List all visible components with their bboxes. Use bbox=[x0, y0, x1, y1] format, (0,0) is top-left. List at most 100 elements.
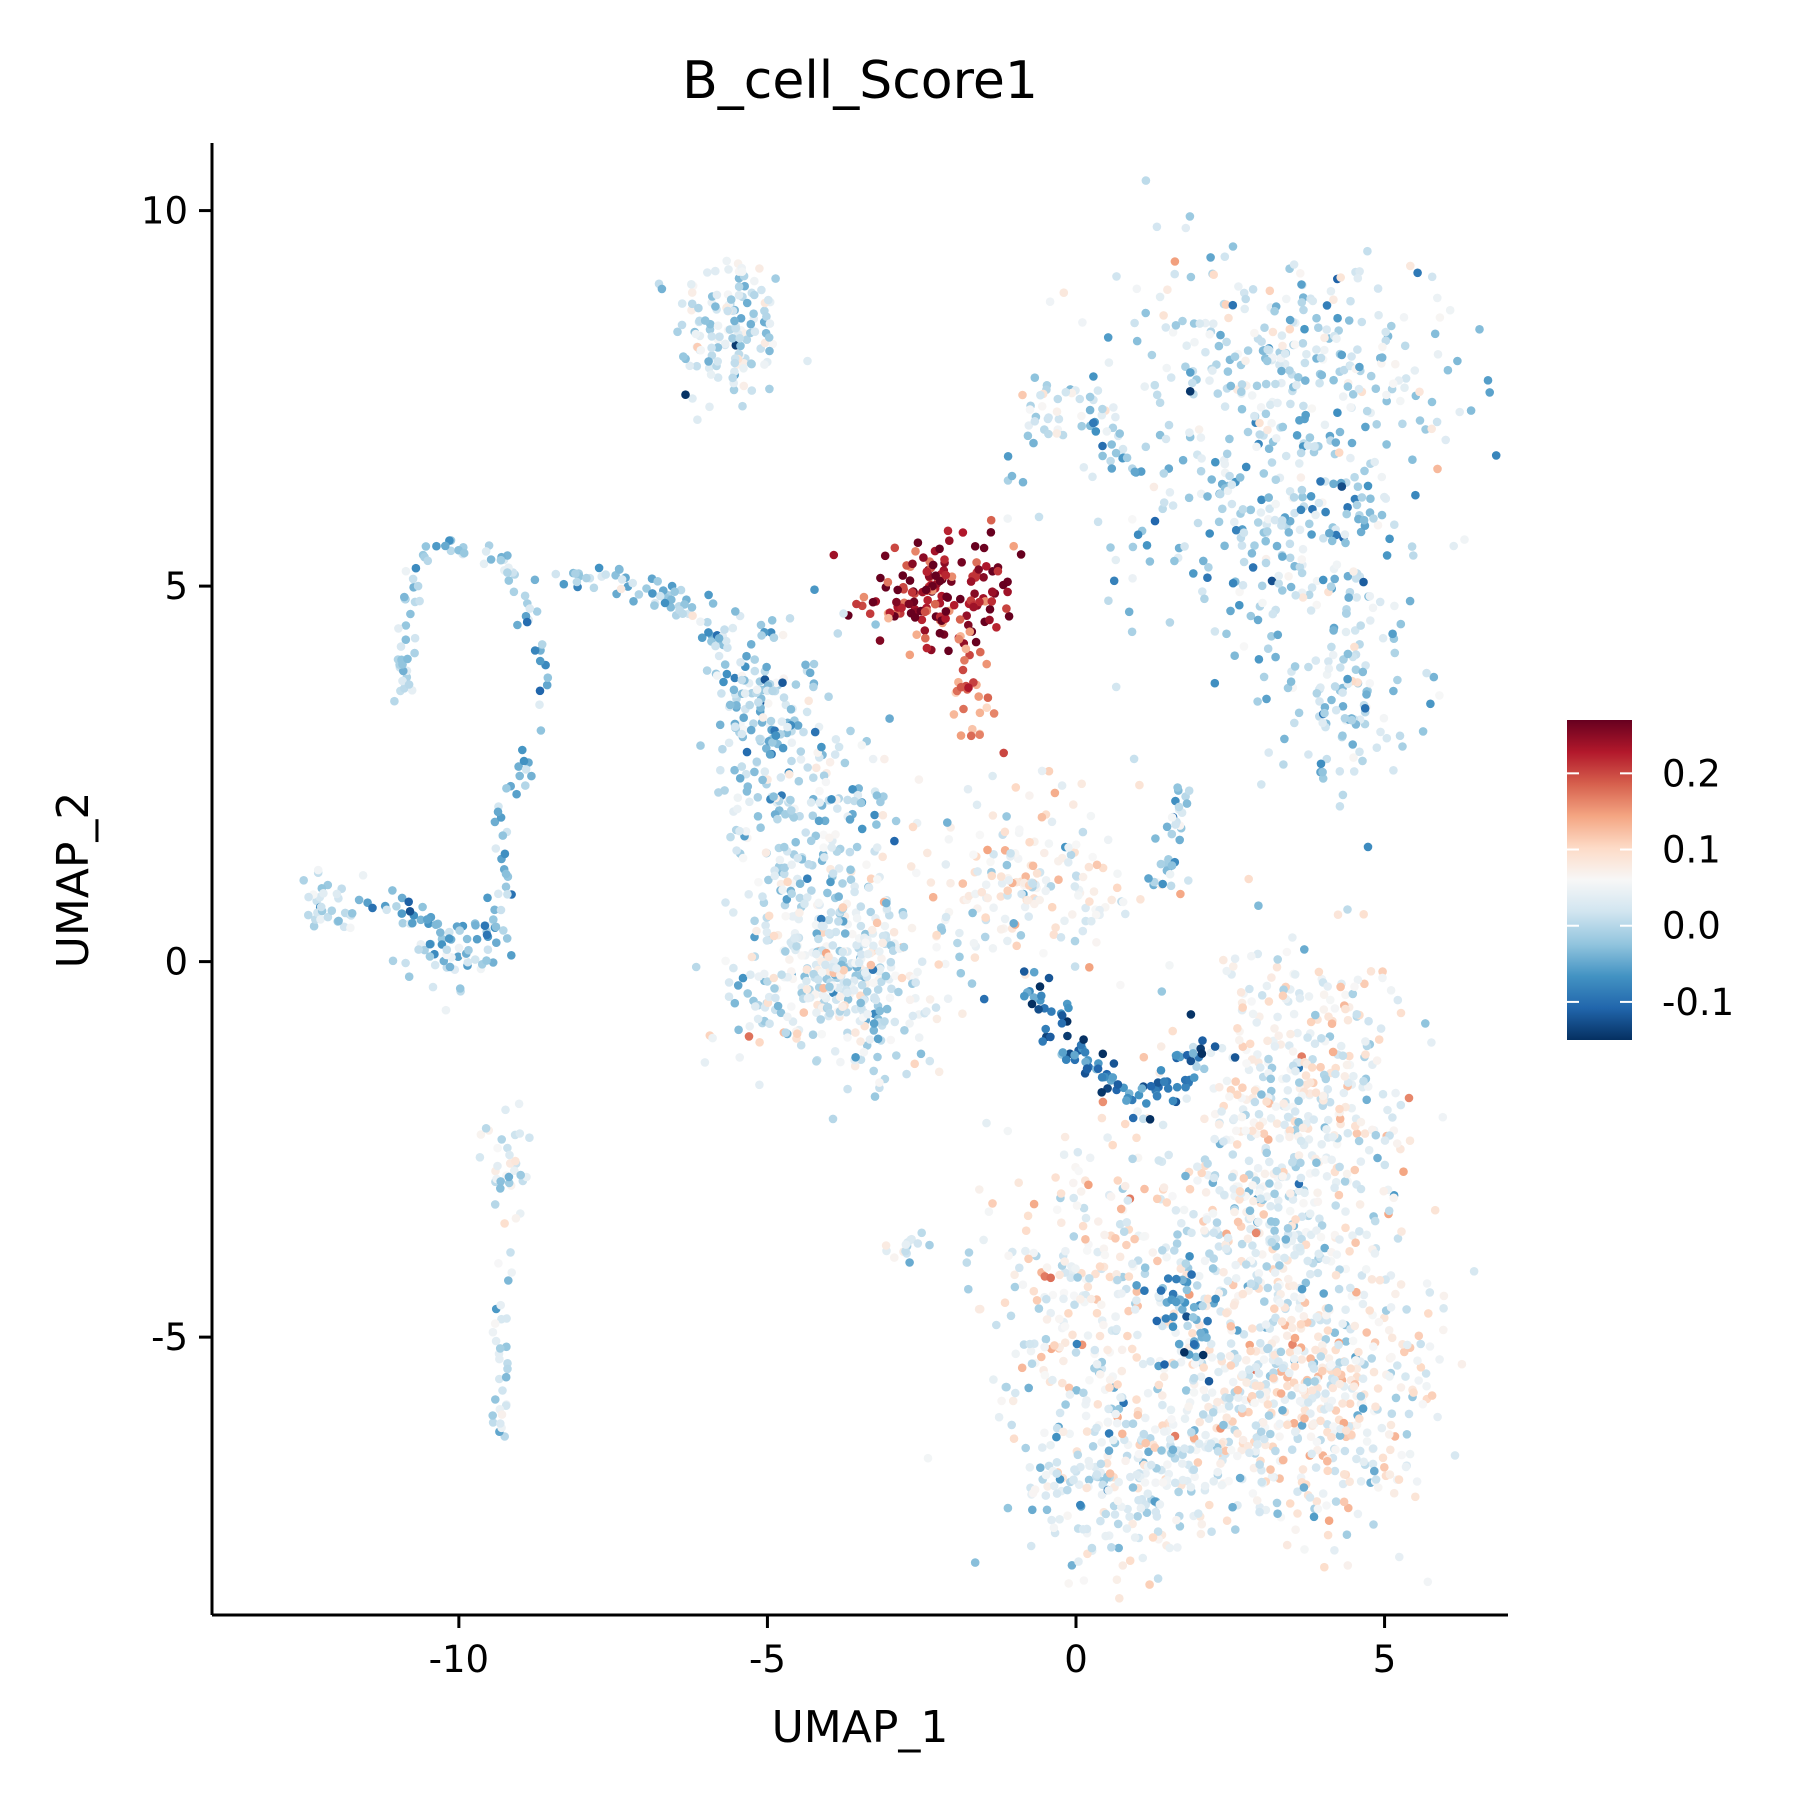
scatter-point bbox=[863, 949, 873, 959]
scatter-point bbox=[1120, 1119, 1130, 1129]
scatter-point bbox=[1155, 1500, 1165, 1509]
scatter-point bbox=[1165, 1543, 1174, 1553]
scatter-point bbox=[1286, 1029, 1295, 1039]
scatter-point bbox=[1397, 1450, 1406, 1460]
scatter-point bbox=[1193, 1162, 1202, 1171]
scatter-point bbox=[799, 1008, 809, 1017]
scatter-point bbox=[1370, 1249, 1380, 1258]
scatter-point bbox=[1085, 1153, 1095, 1163]
scatter-point bbox=[1329, 1422, 1338, 1431]
scatter-point bbox=[1258, 1250, 1267, 1259]
scatter-point bbox=[1208, 366, 1217, 375]
scatter-point bbox=[1321, 1389, 1330, 1398]
scatter-point bbox=[728, 623, 738, 633]
scatter-point bbox=[1319, 534, 1328, 543]
scatter-point bbox=[1327, 1155, 1336, 1165]
scatter-point bbox=[1365, 591, 1375, 601]
scatter-point bbox=[839, 965, 848, 975]
scatter-point bbox=[634, 590, 644, 599]
scatter-point bbox=[1159, 498, 1169, 507]
scatter-point bbox=[1319, 1289, 1328, 1298]
scatter-point bbox=[792, 942, 801, 951]
scatter-point bbox=[876, 797, 885, 807]
scatter-point bbox=[1264, 493, 1273, 502]
scatter-point bbox=[872, 918, 882, 928]
scatter-point bbox=[1334, 1190, 1344, 1200]
scatter-point bbox=[1250, 1398, 1259, 1408]
scatter-point bbox=[1245, 1448, 1254, 1458]
scatter-point bbox=[1303, 1377, 1312, 1387]
scatter-point bbox=[688, 611, 697, 620]
scatter-point bbox=[1338, 1051, 1348, 1060]
scatter-point bbox=[1223, 367, 1233, 376]
scatter-point bbox=[1350, 642, 1359, 652]
scatter-point bbox=[1044, 973, 1054, 983]
scatter-point bbox=[519, 756, 529, 766]
scatter-point bbox=[1307, 1386, 1317, 1395]
scatter-point bbox=[316, 915, 325, 924]
scatter-point bbox=[442, 945, 452, 954]
scatter-point bbox=[1290, 1427, 1300, 1437]
scatter-point bbox=[1136, 467, 1146, 476]
scatter-point bbox=[1330, 1328, 1340, 1337]
scatter-point bbox=[1274, 1196, 1283, 1205]
scatter-point bbox=[702, 666, 712, 675]
scatter-point bbox=[1315, 378, 1324, 388]
scatter-point bbox=[1231, 525, 1241, 535]
scatter-point bbox=[1197, 1049, 1207, 1058]
scatter-point bbox=[1036, 390, 1045, 400]
scatter-point bbox=[819, 843, 828, 852]
scatter-point bbox=[928, 560, 938, 570]
scatter-point bbox=[494, 889, 503, 899]
scatter-point bbox=[979, 1235, 988, 1245]
scatter-point bbox=[1070, 882, 1080, 891]
scatter-point bbox=[1192, 1281, 1202, 1290]
scatter-point bbox=[1239, 642, 1249, 651]
scatter-point bbox=[804, 859, 813, 869]
scatter-point bbox=[1335, 1162, 1344, 1172]
scatter-point bbox=[1320, 345, 1329, 355]
scatter-point bbox=[1159, 1372, 1169, 1382]
scatter-point bbox=[746, 970, 755, 979]
scatter-point bbox=[1059, 1150, 1069, 1159]
scatter-point bbox=[917, 957, 927, 966]
scatter-point bbox=[1405, 1449, 1415, 1459]
scatter-point bbox=[1102, 427, 1112, 436]
scatter-point bbox=[1085, 405, 1095, 415]
scatter-point bbox=[1130, 467, 1140, 477]
scatter-point bbox=[1152, 390, 1162, 400]
scatter-point bbox=[530, 646, 540, 655]
scatter-point bbox=[1349, 1071, 1358, 1081]
scatter-point bbox=[1081, 1235, 1090, 1244]
scatter-point bbox=[1157, 987, 1167, 996]
scatter-point bbox=[1329, 295, 1338, 305]
scatter-point bbox=[1245, 1365, 1254, 1374]
scatter-point bbox=[1253, 949, 1263, 959]
scatter-point bbox=[1186, 272, 1196, 282]
scatter-point bbox=[1024, 1254, 1033, 1264]
scatter-point bbox=[961, 644, 971, 654]
scatter-point bbox=[1029, 1248, 1038, 1258]
scatter-point bbox=[1218, 504, 1227, 514]
scatter-point bbox=[1389, 1193, 1398, 1203]
scatter-point bbox=[1394, 1475, 1404, 1484]
scatter-point bbox=[1009, 919, 1018, 928]
scatter-point bbox=[1372, 420, 1381, 429]
scatter-point bbox=[1158, 1246, 1167, 1255]
scatter-point bbox=[723, 306, 732, 316]
scatter-point bbox=[499, 926, 508, 935]
scatter-point bbox=[741, 769, 751, 779]
scatter-point bbox=[1374, 310, 1383, 320]
scatter-point bbox=[1261, 409, 1271, 419]
scatter-point bbox=[1285, 1132, 1294, 1142]
scatter-point bbox=[747, 386, 757, 395]
scatter-point bbox=[1379, 1186, 1388, 1196]
scatter-point bbox=[1112, 272, 1121, 281]
scatter-point bbox=[462, 934, 472, 944]
scatter-point bbox=[1222, 1076, 1232, 1086]
scatter-point bbox=[1111, 1234, 1120, 1243]
scatter-point bbox=[1074, 1480, 1084, 1489]
scatter-point bbox=[1326, 582, 1336, 591]
scatter-point bbox=[1095, 1262, 1105, 1271]
scatter-point bbox=[1344, 316, 1354, 325]
